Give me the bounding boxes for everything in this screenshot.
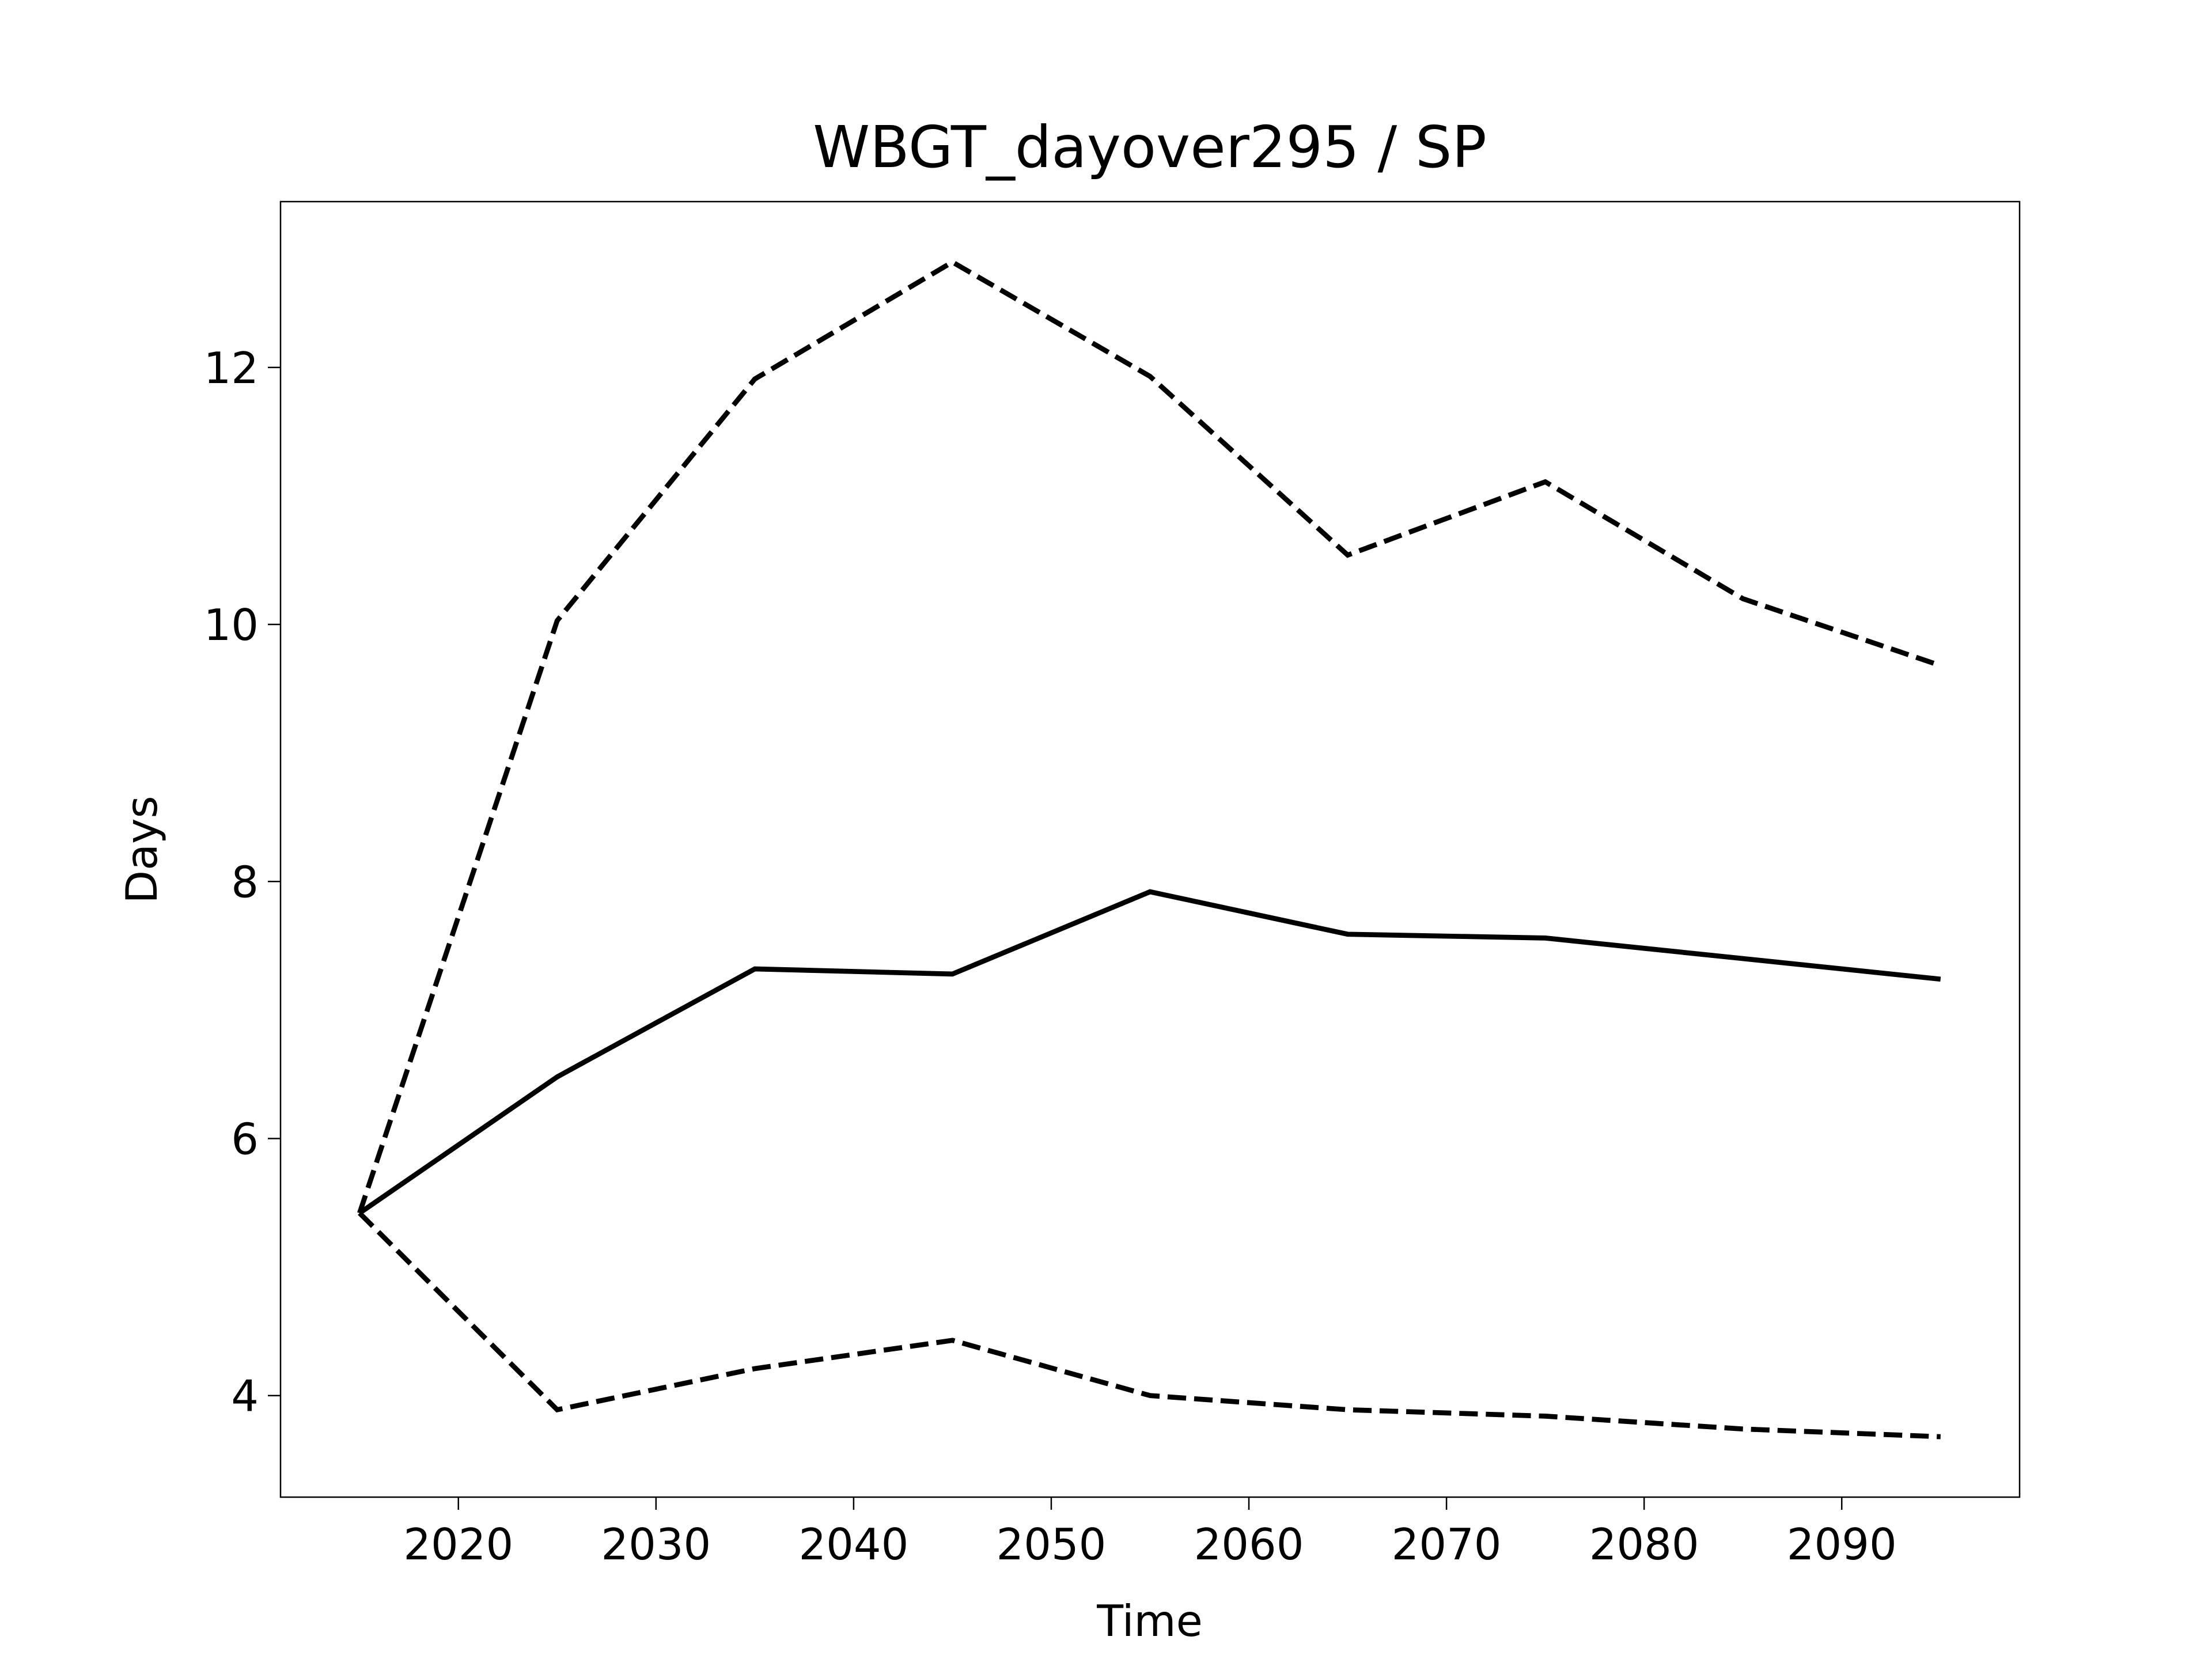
y-tick-label: 8 [231, 857, 259, 907]
y-tick-label: 6 [231, 1114, 259, 1165]
y-axis-label: Days [116, 796, 167, 903]
y-tick-label: 10 [204, 600, 259, 650]
chart-title: WBGT_dayover295 / SP [813, 113, 1487, 181]
x-tick-label: 2090 [1787, 1519, 1897, 1570]
x-tick-label: 2040 [798, 1519, 908, 1570]
x-tick-label: 2080 [1589, 1519, 1699, 1570]
x-tick-label: 2060 [1194, 1519, 1304, 1570]
line-series [358, 1211, 1941, 1440]
x-tick-label: 2020 [403, 1519, 513, 1570]
x-tick-label: 2050 [997, 1519, 1107, 1570]
y-tick-label: 4 [231, 1371, 259, 1422]
x-tick-label: 2070 [1392, 1519, 1502, 1570]
line-series [358, 889, 1941, 1215]
x-axis-label: Time [1096, 1596, 1203, 1646]
x-tick-label: 2030 [601, 1519, 711, 1570]
line-series [357, 259, 1942, 1214]
plot-frame [279, 200, 2021, 1498]
y-tick-label: 12 [204, 343, 259, 393]
